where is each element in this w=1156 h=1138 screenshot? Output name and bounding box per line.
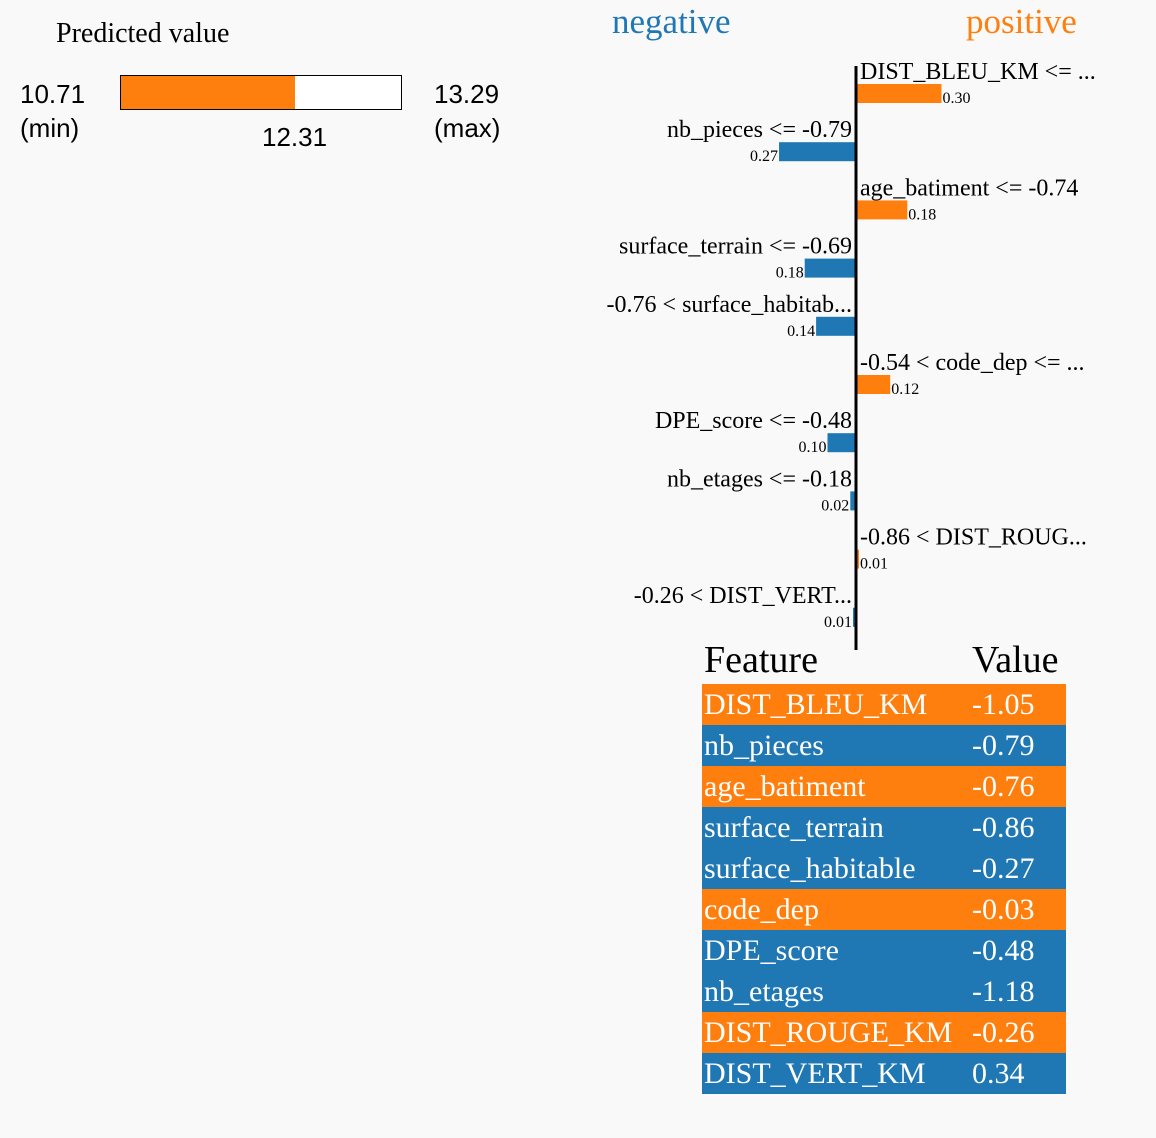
table-row: DIST_VERT_KM 0.34	[702, 1053, 1066, 1094]
contribution-bar	[856, 375, 891, 394]
contribution-value-label: 0.14	[787, 323, 815, 340]
feature-value-cell: -0.27	[972, 852, 1035, 885]
predicted-value-title: Predicted value	[56, 18, 230, 49]
predicted-value-bar	[120, 75, 402, 110]
feature-condition-label: DIST_BLEU_KM <= ...	[860, 59, 1096, 85]
feature-name-cell: nb_etages	[704, 975, 824, 1008]
table-row: nb_pieces -0.79	[702, 725, 1066, 766]
contribution-value-label: 0.18	[776, 265, 804, 282]
feature-name-cell: DIST_VERT_KM	[704, 1057, 926, 1090]
feature-name-cell: DPE_score	[704, 934, 839, 967]
feature-value-table: Feature Value DIST_BLEU_KM -1.05 nb_pieces…	[702, 636, 1066, 1094]
contribution-bar	[856, 200, 908, 220]
feature-condition-label: age_batiment <= -0.74	[860, 175, 1078, 201]
feature-name-cell: DIST_ROUGE_KM	[704, 1016, 953, 1049]
table-row: DIST_ROUGE_KM -0.26	[702, 1012, 1066, 1053]
feature-value-cell: -1.05	[972, 688, 1035, 721]
feature-name-cell: nb_pieces	[704, 729, 824, 762]
feature-condition-label: -0.86 < DIST_ROUG...	[860, 525, 1087, 551]
table-row: nb_etages -1.18	[702, 971, 1066, 1012]
contribution-value-label: 0.01	[860, 556, 888, 573]
table-row: DPE_score -0.48	[702, 930, 1066, 971]
feature-name-cell: age_batiment	[704, 770, 866, 803]
table-row: surface_terrain -0.86	[702, 807, 1066, 848]
contribution-bar	[850, 491, 856, 511]
predicted-value-fill	[121, 76, 295, 109]
feature-condition-label: -0.26 < DIST_VERT...	[634, 583, 852, 609]
table-header: Feature Value	[702, 636, 1066, 684]
feature-name-cell: DIST_BLEU_KM	[704, 688, 928, 721]
contribution-bar	[856, 84, 942, 103]
contribution-value-label: 0.27	[750, 148, 778, 165]
contribution-value-label: 0.02	[821, 497, 849, 514]
feature-condition-label: -0.76 < surface_habitab...	[607, 292, 852, 318]
contribution-bar	[827, 433, 856, 453]
contribution-bar	[804, 258, 856, 278]
predicted-min-label: (min)	[20, 113, 80, 143]
feature-value-cell: -0.86	[972, 811, 1035, 844]
feature-name-cell: code_dep	[704, 893, 819, 926]
contribution-value-label: 0.10	[799, 439, 827, 456]
feature-value-cell: -0.26	[972, 1016, 1035, 1049]
feature-condition-label: -0.54 < code_dep <= ...	[860, 350, 1085, 376]
feature-value-cell: 0.34	[972, 1057, 1025, 1090]
feature-name-cell: surface_terrain	[704, 811, 884, 844]
feature-condition-label: nb_etages <= -0.18	[667, 466, 852, 492]
predicted-max-value: 13.29	[434, 79, 500, 109]
predicted-max-label: (max)	[434, 113, 501, 143]
feature-value-cell: -0.76	[972, 770, 1035, 803]
feature-contribution-chart: DIST_BLEU_KM <= ... 0.30 nb_pieces <= -0.7…	[607, 59, 1096, 650]
table-row: age_batiment -0.76	[702, 766, 1066, 807]
feature-condition-label: surface_terrain <= -0.69	[619, 234, 852, 260]
feature-value-cell: -1.18	[972, 975, 1035, 1008]
contribution-value-label: 0.18	[908, 206, 936, 223]
contribution-value-label: 0.30	[943, 90, 971, 107]
table-body: DIST_BLEU_KM -1.05 nb_pieces -0.79 age_batim…	[702, 684, 1066, 1094]
feature-condition-label: nb_pieces <= -0.79	[667, 117, 852, 143]
feature-value-cell: -0.79	[972, 729, 1035, 762]
value-column-header: Value	[972, 639, 1059, 681]
feature-value-cell: -0.03	[972, 893, 1035, 926]
predicted-current-value: 12.31	[262, 122, 328, 152]
contribution-bar	[779, 142, 856, 162]
table-row: code_dep -0.03	[702, 889, 1066, 930]
contribution-value-label: 0.12	[891, 381, 919, 398]
feature-value-cell: -0.48	[972, 934, 1035, 967]
contribution-bar	[816, 316, 856, 336]
table-row: DIST_BLEU_KM -1.05	[702, 684, 1066, 725]
contribution-value-label: 0.01	[824, 614, 852, 631]
predicted-min-value: 10.71	[20, 79, 86, 109]
positive-header: positive	[966, 2, 1077, 41]
feature-name-cell: surface_habitable	[704, 852, 916, 885]
feature-column-header: Feature	[704, 639, 818, 681]
table-row: surface_habitable -0.27	[702, 848, 1066, 889]
feature-condition-label: DPE_score <= -0.48	[655, 408, 852, 434]
negative-header: negative	[612, 2, 731, 41]
